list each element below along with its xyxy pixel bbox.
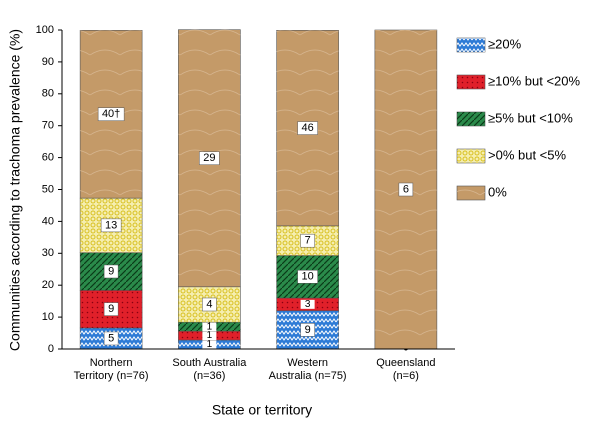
legend-label: ≥5% but <10% (488, 110, 573, 125)
x-axis-title: State or territory (212, 402, 312, 418)
label-box (103, 331, 119, 346)
count-label: 10 (302, 271, 314, 283)
count-label: 13 (105, 219, 117, 231)
y-tick-label: 20 (42, 279, 54, 291)
label-box (202, 322, 217, 332)
y-tick-label: 40 (42, 215, 54, 227)
x-tick-label: Territory (n=76) (74, 370, 149, 382)
count-label: 5 (108, 332, 114, 344)
y-tick-label: 90 (42, 56, 54, 68)
count-label: 1 (207, 321, 213, 332)
label-box (202, 331, 217, 341)
hatch (457, 75, 485, 89)
y-tick-label: 60 (42, 152, 54, 164)
y-tick-label: 50 (42, 183, 54, 195)
legend-label: ≥10% but <20% (488, 73, 581, 88)
legend-label: ≥20% (488, 36, 522, 51)
label-box (297, 121, 318, 135)
x-tick-label: Northern (90, 357, 133, 369)
label-box (100, 218, 122, 233)
label-box (103, 302, 119, 316)
hatch (457, 112, 485, 126)
x-tick-label: (n=36) (193, 370, 225, 382)
count-label: 1 (207, 330, 213, 341)
y-tick-label: 100 (36, 24, 54, 36)
y-tick-label: 30 (42, 247, 54, 259)
label-box (300, 233, 315, 248)
count-label: 6 (403, 183, 409, 195)
legend-label: 0% (488, 184, 507, 199)
count-label: 40† (102, 108, 120, 120)
y-tick-label: 0 (48, 343, 54, 355)
hatch (457, 186, 485, 200)
count-label: 9 (108, 265, 114, 277)
label-box (202, 340, 217, 350)
label-box (202, 297, 217, 312)
label-box (300, 323, 315, 337)
label-box (297, 269, 318, 284)
count-label: 9 (108, 303, 114, 315)
y-tick-label: 70 (42, 120, 54, 132)
label-box (103, 264, 119, 279)
x-tick-label: South Australia (172, 357, 247, 369)
y-tick-label: 80 (42, 88, 54, 100)
label-box (199, 151, 220, 165)
count-label: 3 (305, 299, 311, 310)
label-box (97, 107, 125, 121)
count-label: 7 (305, 235, 311, 247)
count-label: 29 (203, 152, 215, 164)
count-label: 1 (207, 339, 213, 350)
y-tick-label: 10 (42, 311, 54, 323)
x-tick-label: (n=6) (393, 370, 419, 382)
legend-label: >0% but <5% (488, 147, 566, 162)
x-tick-label: Australia (n=75) (269, 370, 347, 382)
label-box (398, 182, 414, 197)
x-tick-label: Queensland (376, 357, 435, 369)
count-label: 4 (206, 298, 212, 310)
count-label: 9 (305, 324, 311, 336)
hatch (457, 149, 485, 163)
y-axis-title: Communities according to trachoma preval… (7, 29, 23, 351)
hatch (457, 38, 485, 52)
x-tick-label: Western (287, 357, 328, 369)
count-label: 46 (302, 122, 314, 134)
label-box (300, 299, 315, 309)
